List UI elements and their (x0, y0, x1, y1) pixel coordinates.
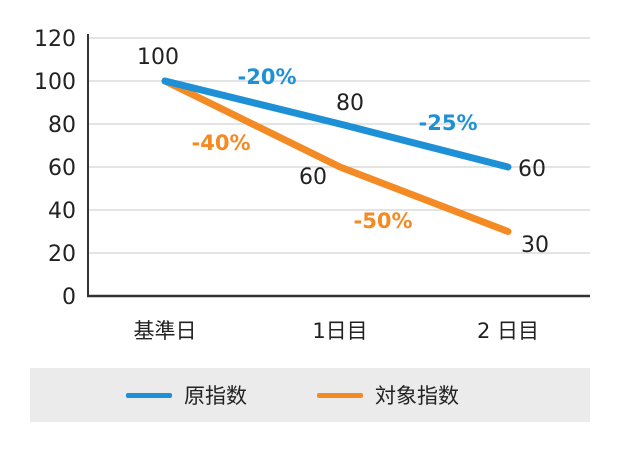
data-label: 60 (518, 157, 546, 182)
series-line (161, 77, 512, 171)
legend-label-target-index: 対象指数 (375, 384, 459, 408)
y-tick-label: 20 (48, 242, 76, 267)
legend: 原指数 対象指数 (30, 368, 590, 422)
y-tick-label: 120 (34, 27, 76, 52)
gridlines (88, 37, 590, 254)
data-label: 80 (336, 91, 364, 116)
y-tick-label: 100 (34, 70, 76, 95)
change-percent-label: -40% (192, 131, 251, 155)
x-category-label: 1日目 (312, 319, 367, 343)
legend-swatch-original-index (126, 392, 172, 398)
data-label: 60 (299, 165, 327, 190)
series-lines (161, 77, 512, 235)
change-percent-label: -25% (419, 111, 478, 135)
axes (87, 34, 590, 298)
series-line (161, 77, 512, 235)
x-category-label: 基準日 (134, 319, 197, 343)
y-tick-label: 0 (62, 285, 76, 310)
legend-item-original-index: 原指数 (126, 380, 247, 410)
legend-label-original-index: 原指数 (184, 384, 247, 408)
change-percent-label: -50% (354, 209, 413, 233)
legend-item-target-index: 対象指数 (317, 380, 459, 410)
y-tick-label: 80 (48, 113, 76, 138)
x-axis-category-labels: 基準日 1日目 2 日目 (134, 319, 540, 343)
legend-swatch-target-index (317, 392, 363, 398)
line-chart: 0 20 40 60 80 100 120 基準日 1日目 2 日目 100 80 60 60 30 -2… (34, 27, 590, 343)
y-tick-label: 40 (48, 199, 76, 224)
change-percent-label: -20% (238, 65, 297, 89)
y-tick-label: 60 (48, 156, 76, 181)
data-label: 100 (137, 45, 179, 70)
data-label: 30 (521, 233, 549, 258)
y-axis-tick-labels: 0 20 40 60 80 100 120 (34, 27, 76, 310)
data-labels: 100 80 60 60 30 -20% -25% -40% -50% (137, 45, 549, 258)
x-category-label: 2 日目 (477, 319, 539, 343)
